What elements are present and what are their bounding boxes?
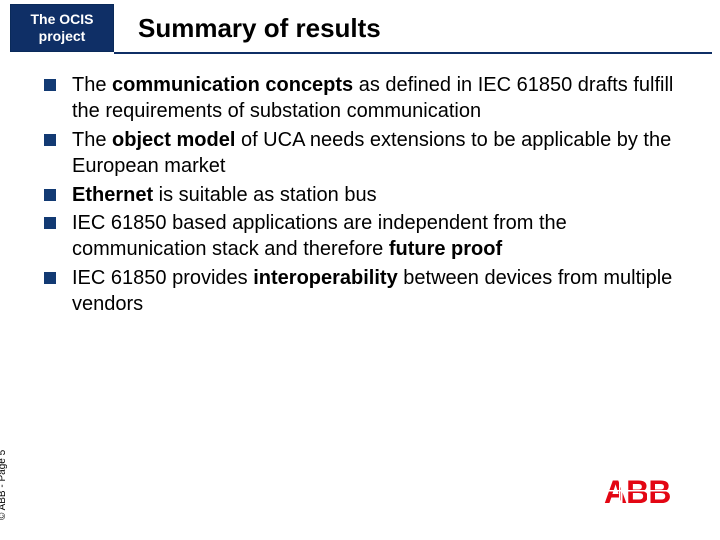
bullet-text: The communication concepts as defined in… bbox=[72, 74, 673, 122]
bullet-span: The bbox=[72, 129, 112, 151]
bullet-text: IEC 61850 provides interoperability betw… bbox=[72, 267, 672, 315]
bullet-text: The object model of UCA needs extensions… bbox=[72, 129, 671, 177]
slide-title: Summary of results bbox=[138, 13, 381, 44]
bullet-bold-span: object model bbox=[112, 129, 235, 151]
bullet-bold-span: interoperability bbox=[253, 267, 397, 289]
bullet-item: IEC 61850 based applications are indepen… bbox=[44, 210, 690, 263]
svg-text:ABB: ABB bbox=[604, 475, 670, 509]
bullet-item: The communication concepts as defined in… bbox=[44, 72, 690, 125]
abb-logo: ABB bbox=[604, 475, 690, 514]
bullet-square-icon bbox=[44, 272, 56, 284]
bullet-square-icon bbox=[44, 134, 56, 146]
bullet-span: is suitable as station bus bbox=[153, 184, 376, 206]
bullet-item: The object model of UCA needs extensions… bbox=[44, 127, 690, 180]
bullet-text: IEC 61850 based applications are indepen… bbox=[72, 212, 567, 260]
slide-content: The communication concepts as defined in… bbox=[44, 72, 690, 320]
bullet-bold-span: Ethernet bbox=[72, 184, 153, 206]
slide-header: The OCISproject Summary of results bbox=[0, 0, 720, 60]
bullet-bold-span: communication concepts bbox=[112, 74, 353, 96]
bullet-square-icon bbox=[44, 189, 56, 201]
copyright-sidetext: © ABB - Page 5 bbox=[0, 450, 8, 520]
bullet-item: IEC 61850 provides interoperability betw… bbox=[44, 265, 690, 318]
bullet-span: The bbox=[72, 74, 112, 96]
project-label-box: The OCISproject bbox=[10, 4, 114, 52]
bullet-bold-span: future proof bbox=[389, 238, 502, 260]
bullet-span: IEC 61850 provides bbox=[72, 267, 253, 289]
title-area: Summary of results bbox=[124, 4, 710, 52]
bullet-square-icon bbox=[44, 217, 56, 229]
title-underline bbox=[114, 52, 712, 54]
bullet-text: Ethernet is suitable as station bus bbox=[72, 184, 377, 206]
bullet-list: The communication concepts as defined in… bbox=[44, 72, 690, 318]
project-label-text: The OCISproject bbox=[30, 11, 93, 45]
bullet-square-icon bbox=[44, 79, 56, 91]
bullet-item: Ethernet is suitable as station bus bbox=[44, 182, 690, 208]
